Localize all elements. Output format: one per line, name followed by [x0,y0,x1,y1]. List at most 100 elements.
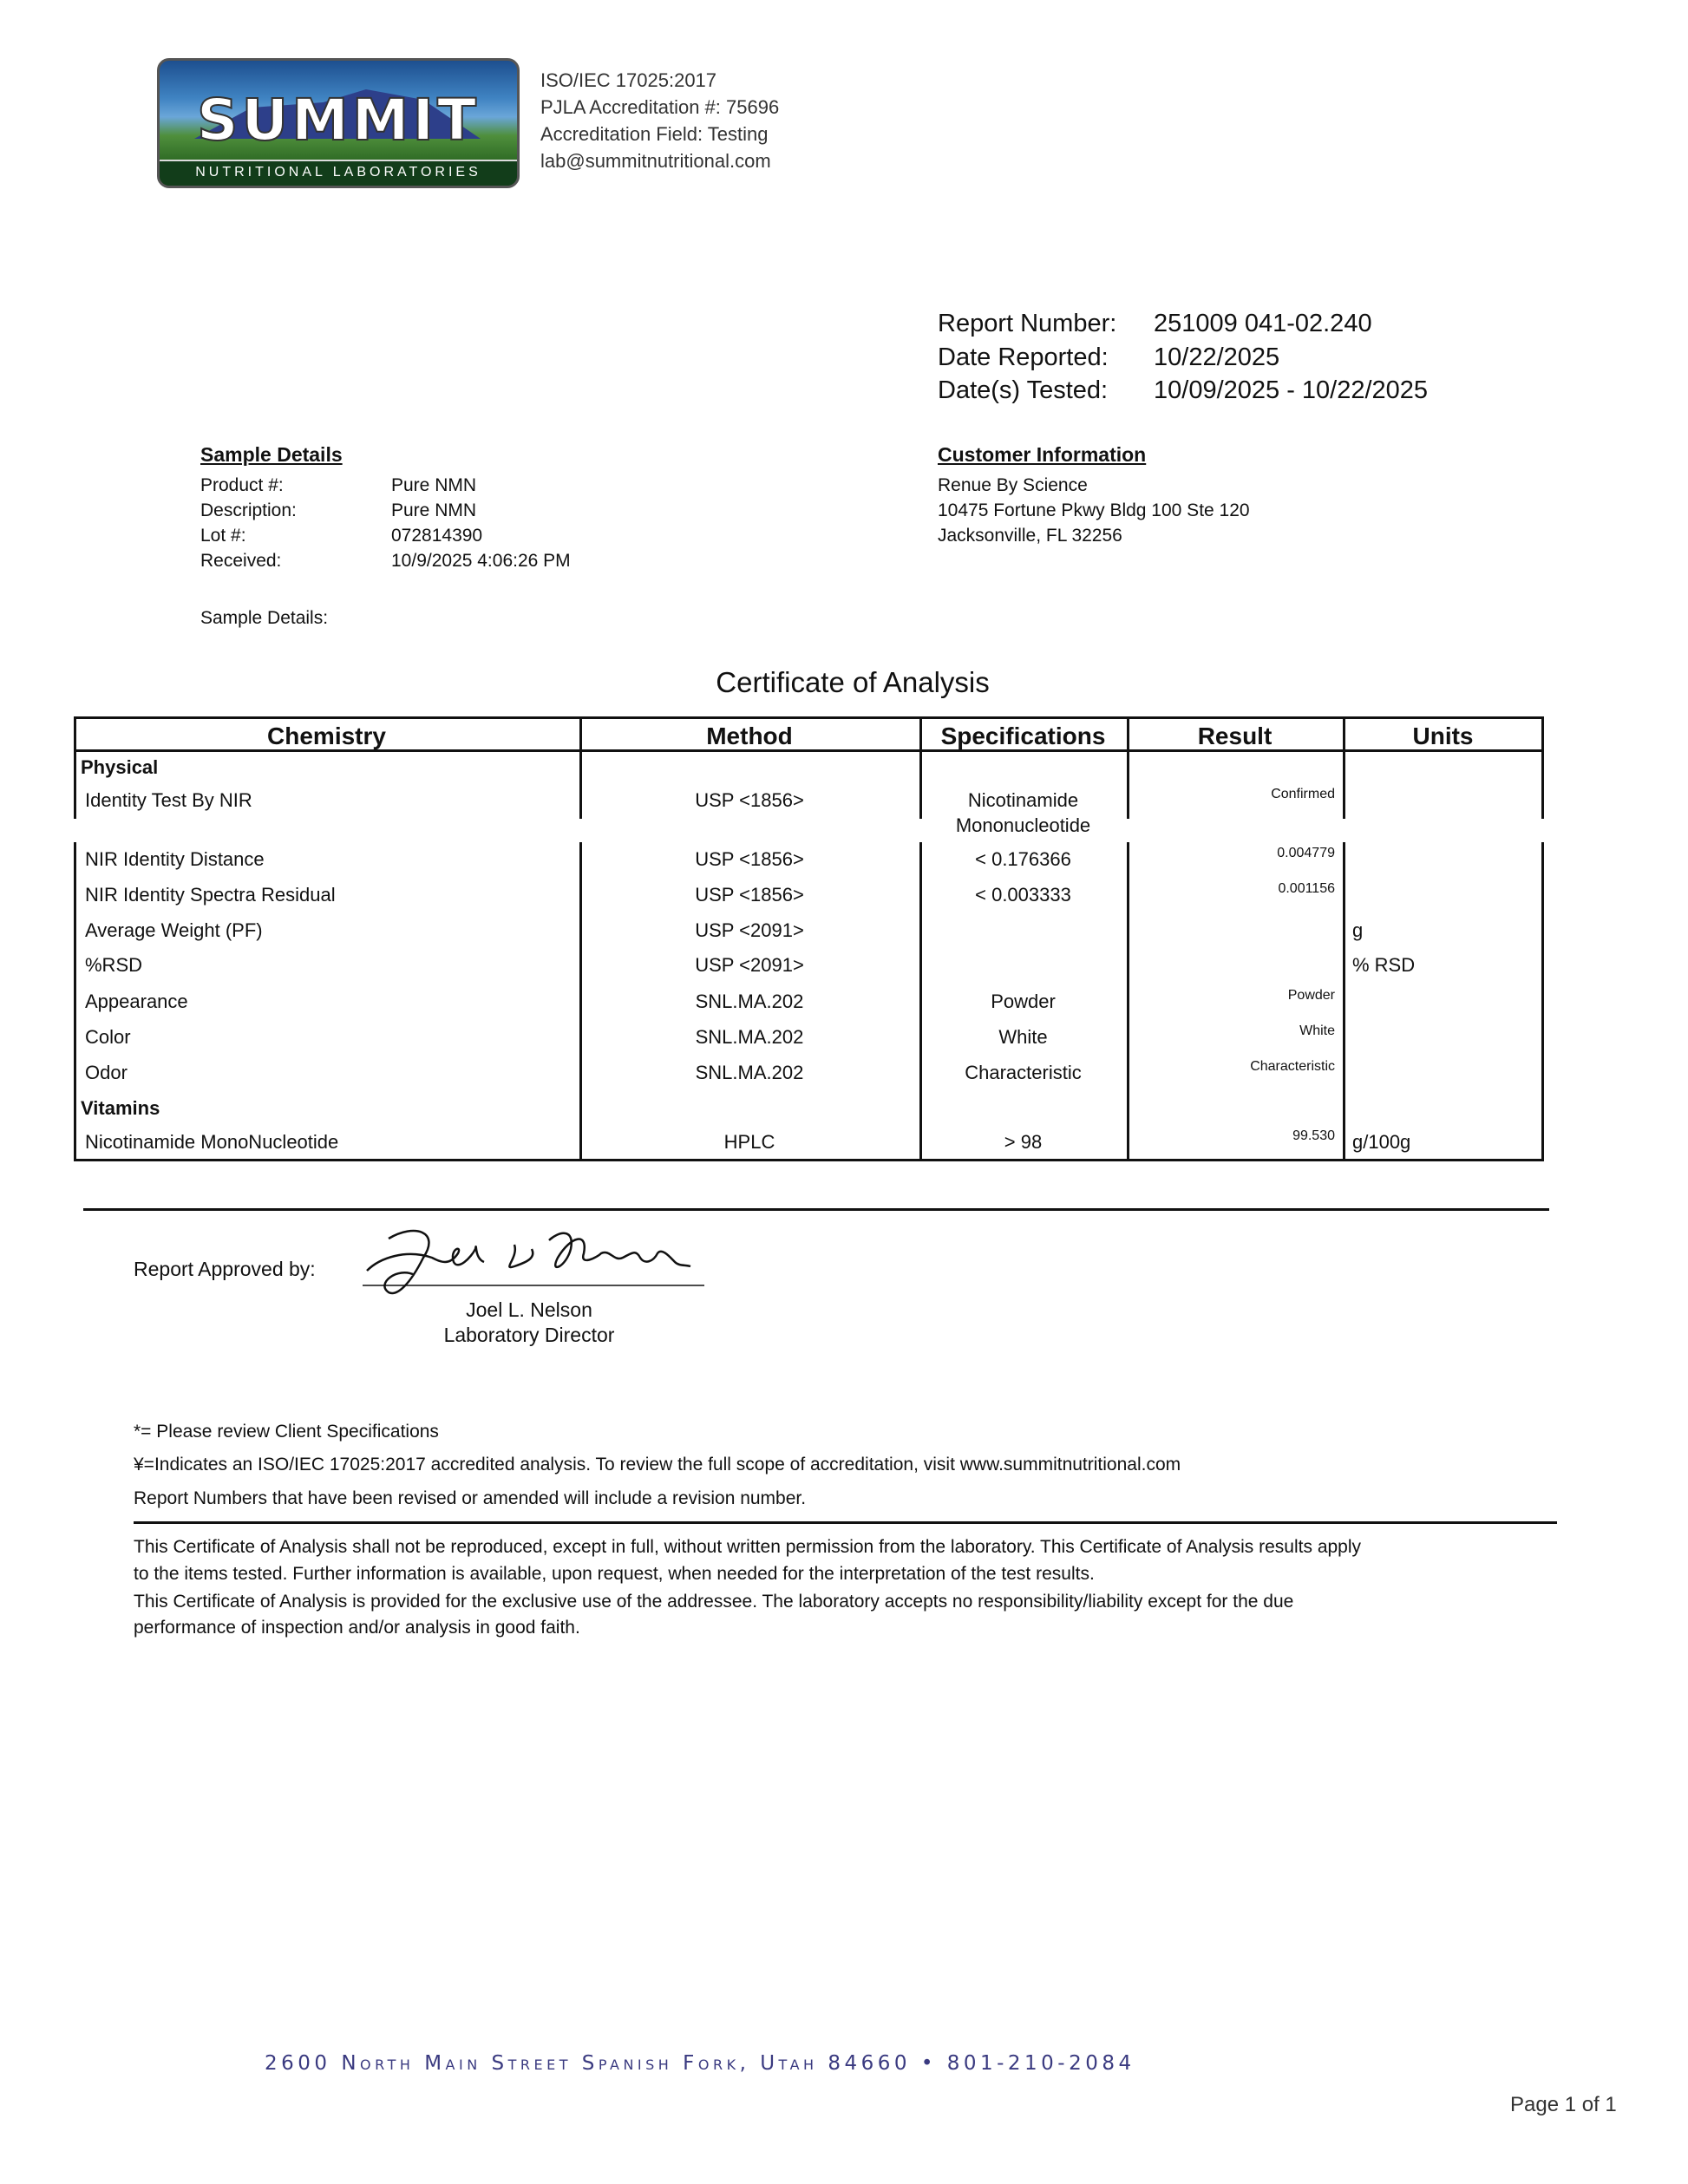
received-value: 10/9/2025 4:06:26 PM [391,551,571,571]
column-border [1127,716,1129,819]
units-cell: % RSD [1352,954,1416,976]
method-cell: USP <2091> [695,919,804,941]
specification-cell: Nicotinamide [967,789,1079,811]
analyte-name: NIR Identity Spectra Residual [85,884,336,906]
lot-label: Lot #: [200,526,246,546]
column-border [919,842,922,1161]
column-border [1343,842,1345,1161]
specification-cell: < 0.003333 [975,884,1071,906]
method-cell: USP <1856> [695,789,804,811]
analyte-name: Nicotinamide MonoNucleotide [85,1131,339,1153]
description-label: Description: [200,500,297,520]
header-specifications: Specifications [940,723,1106,749]
method-cell: SNL.MA.202 [695,1026,804,1048]
result-cell: Powder [1287,988,1335,1003]
method-cell: USP <1856> [695,848,804,870]
description-value: Pure NMN [391,500,477,520]
method-cell: USP <2091> [695,954,804,976]
analyte-name: Average Weight (PF) [85,919,263,941]
units-cell: g/100g [1352,1131,1411,1153]
approver-name: Joel L. Nelson [466,1298,592,1321]
disclaimer-line: This Certificate of Analysis shall not b… [134,1537,1362,1557]
analyte-name: Odor [85,1062,128,1083]
report-number-label: Report Number: [938,310,1117,337]
result-cell: 0.004779 [1277,846,1335,860]
method-cell: USP <1856> [695,884,804,906]
approved-by-label: Report Approved by: [134,1258,316,1280]
logo-wordmark: SUMMIT [196,86,481,154]
result-cell: 99.530 [1292,1128,1335,1143]
column-border [579,842,582,1161]
logo-subtitle: NUTRITIONAL LABORATORIES [160,160,517,186]
analyte-name: Appearance [85,991,188,1012]
column-border [919,716,922,819]
result-cell: White [1299,1023,1335,1038]
units-cell: g [1352,919,1364,941]
accreditation-field: Accreditation Field: Testing [540,123,769,145]
analyte-name: Color [85,1026,131,1048]
method-cell: SNL.MA.202 [695,991,804,1012]
result-cell: Characteristic [1250,1059,1335,1074]
header-chemistry: Chemistry [267,723,386,749]
table-header-border [74,749,1544,752]
specification-cell: > 98 [1004,1131,1043,1153]
date-reported-label: Date Reported: [938,343,1109,371]
note-revisions: Report Numbers that have been revised or… [134,1488,807,1508]
analyte-name: %RSD [85,954,143,976]
header-result: Result [1197,723,1273,749]
column-border [579,716,582,819]
section-heading: Vitamins [81,1097,160,1119]
lab-email: lab@summitnutritional.com [540,150,771,172]
summit-logo: SUMMIT NUTRITIONAL LABORATORIES [157,58,520,188]
disclaimer-line: This Certificate of Analysis is provided… [134,1592,1294,1612]
table-top-border [74,716,1544,719]
footer-address: 2600 North Main Street Spanish Fork, Uta… [265,2052,1135,2075]
header-method: Method [706,723,793,749]
disclaimer-line: to the items tested. Further information… [134,1564,1095,1584]
column-border [1127,842,1129,1161]
date-reported: 10/22/2025 [1154,343,1280,371]
report-number: 251009 041-02.240 [1154,310,1372,337]
method-cell: SNL.MA.202 [695,1062,804,1083]
divider [83,1208,1549,1211]
product-value: Pure NMN [391,475,477,495]
method-cell: HPLC [723,1131,775,1153]
specification-cell: White [998,1026,1048,1048]
result-cell: Confirmed [1271,787,1335,801]
column-border [74,842,76,1161]
section-heading: Physical [81,756,159,778]
column-border [1541,842,1544,1161]
note-client-spec: *= Please review Client Specifications [134,1422,439,1442]
received-label: Received: [200,551,282,571]
table-bottom-border [74,1159,1544,1161]
disclaimer-divider [134,1521,1557,1524]
result-cell: 0.001156 [1278,881,1335,896]
product-label: Product #: [200,475,284,495]
analyte-name: NIR Identity Distance [85,848,265,870]
customer-city: Jacksonville, FL 32256 [938,526,1122,546]
column-border [1541,716,1544,819]
specification-cell: < 0.176366 [975,848,1071,870]
signature [363,1229,704,1295]
page-number: Page 1 of 1 [1510,2093,1617,2116]
specification-cell: Powder [991,991,1056,1012]
accreditation-standard: ISO/IEC 17025:2017 [540,69,717,91]
header-units: Units [1412,723,1474,749]
note-accredited: ¥=Indicates an ISO/IEC 17025:2017 accred… [134,1455,1181,1475]
customer-info-heading: Customer Information [938,443,1147,466]
approver-title: Laboratory Director [443,1324,615,1346]
column-border [1343,716,1345,819]
specification-cell-continued: Mononucleotide [955,814,1091,836]
certificate-title: Certificate of Analysis [716,666,990,698]
dates-tested: 10/09/2025 - 10/22/2025 [1154,376,1429,404]
accreditation-number: PJLA Accreditation #: 75696 [540,96,780,118]
lot-value: 072814390 [391,526,483,546]
disclaimer-line: performance of inspection and/or analysi… [134,1618,580,1638]
customer-name: Renue By Science [938,475,1088,495]
sample-details-heading: Sample Details [200,443,343,466]
column-border [74,716,76,819]
dates-tested-label: Date(s) Tested: [938,376,1109,404]
specification-cell: Characteristic [965,1062,1082,1083]
sample-details-label: Sample Details: [200,608,329,628]
customer-address: 10475 Fortune Pkwy Bldg 100 Ste 120 [938,500,1250,520]
